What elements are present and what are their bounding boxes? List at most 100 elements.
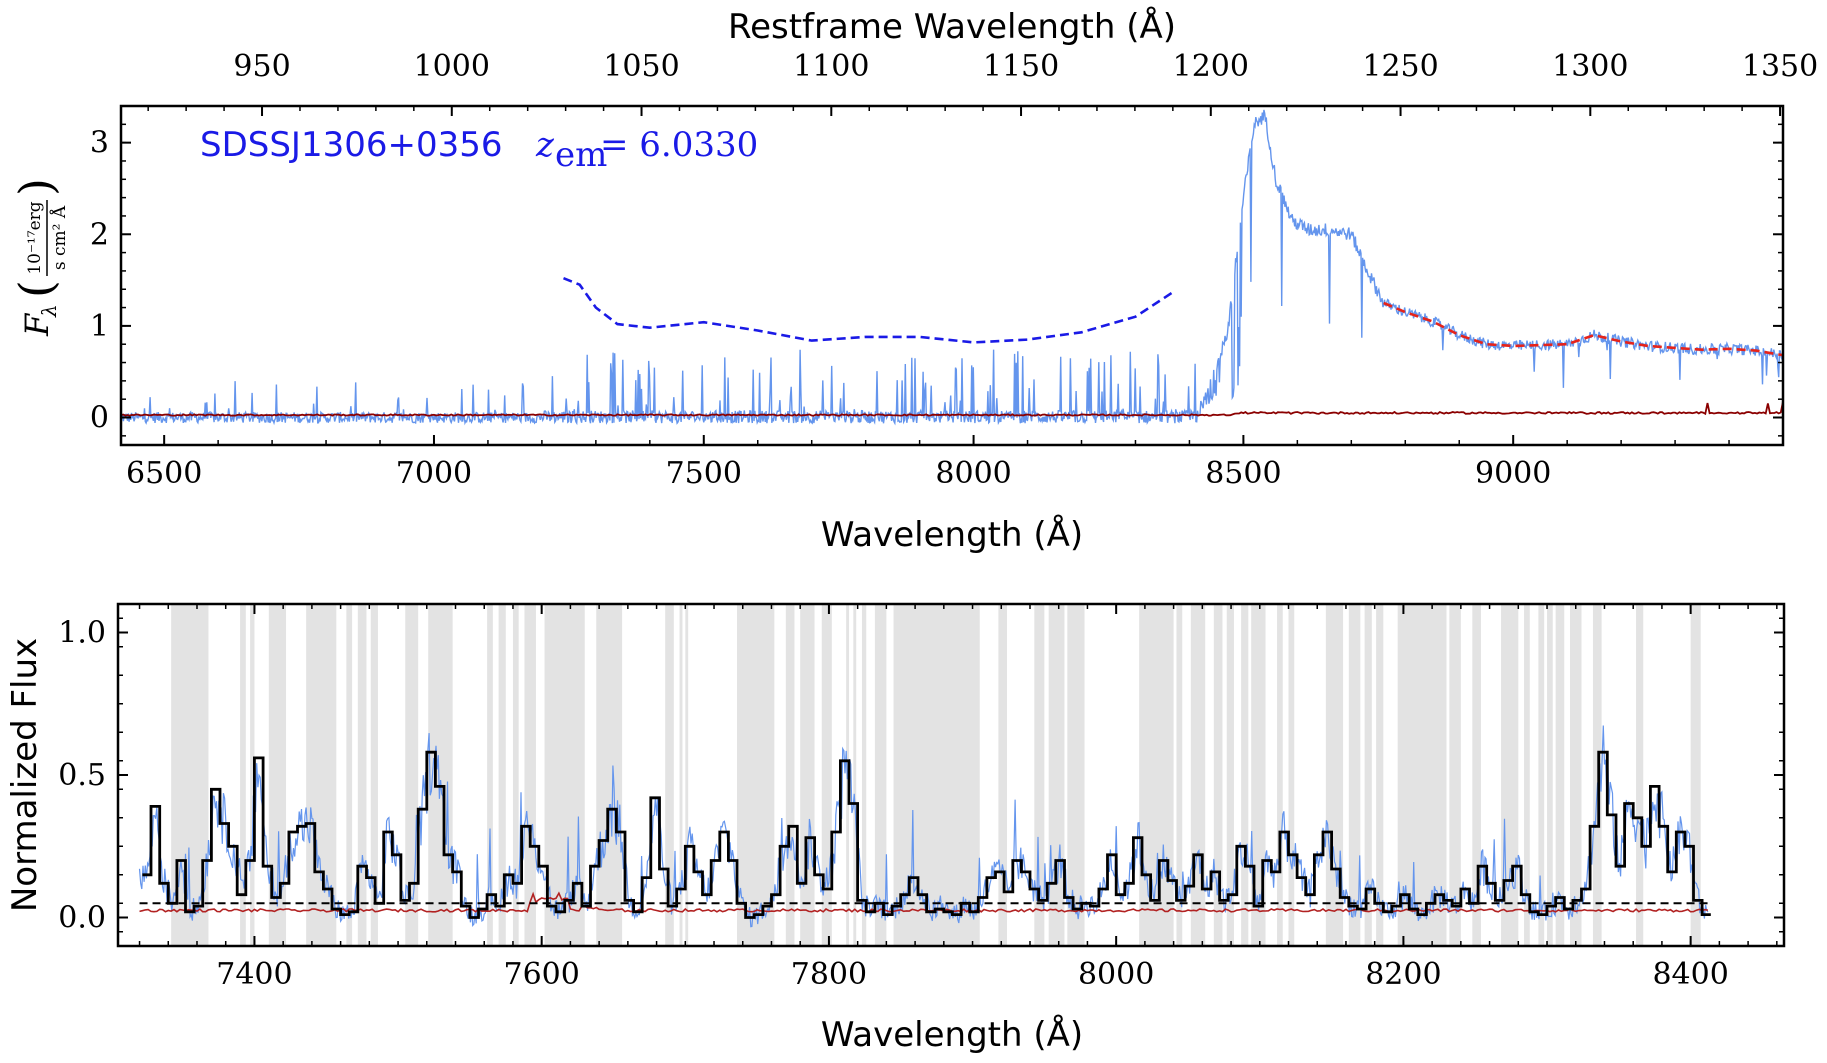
masked-region <box>861 604 867 946</box>
restframe-tick-label: 1350 <box>1742 49 1818 84</box>
binned-flux-step <box>142 750 1711 919</box>
masked-region <box>370 604 378 946</box>
top-x-tick-label: 6500 <box>126 456 202 491</box>
left-paren: ( <box>9 280 63 298</box>
top-x-tick-label: 7500 <box>666 456 742 491</box>
masked-region <box>512 604 519 946</box>
masked-region <box>1472 604 1481 946</box>
masked-region <box>405 604 419 946</box>
masked-region <box>1288 604 1295 946</box>
top-plot-area <box>121 109 1783 426</box>
top-y-tick-label: 2 <box>90 217 109 252</box>
bottom-x-tick-label: 7600 <box>504 957 580 992</box>
redshift-symbol: z <box>535 125 555 165</box>
restframe-tick-label: 1300 <box>1552 49 1628 84</box>
flux-symbol: F <box>18 312 56 337</box>
top-x-tick-label: 7000 <box>396 456 472 491</box>
top-y-axis-label: F λ ( 10⁻¹⁷erg s cm² Å ) <box>9 178 70 337</box>
masked-region <box>737 604 775 946</box>
unit-numerator: 10⁻¹⁷erg <box>25 201 45 274</box>
bottom-x-tick-label: 8400 <box>1652 957 1728 992</box>
masked-region <box>1538 604 1545 946</box>
masked-region <box>524 604 536 946</box>
object-name-annotation: SDSSJ1306+0356 <box>200 125 503 165</box>
masked-region <box>250 604 255 946</box>
masked-region <box>268 604 287 946</box>
bottom-x-axis-label: Wavelength (Å) <box>821 1014 1083 1055</box>
masked-region <box>1570 604 1582 946</box>
masked-region <box>1139 604 1174 946</box>
masked-region <box>1555 604 1565 946</box>
restframe-tick-label: 1250 <box>1362 49 1438 84</box>
masked-region <box>1241 604 1249 946</box>
bottom-x-tick-label: 7800 <box>791 957 867 992</box>
masked-region <box>685 604 689 946</box>
masked-region <box>1524 604 1530 946</box>
masked-region <box>874 604 887 946</box>
masked-region <box>1048 604 1065 946</box>
top-x-tick-label: 8500 <box>1205 456 1281 491</box>
continuum-prediction-blue-dashed <box>563 276 1174 344</box>
masked-region <box>679 604 683 946</box>
error-spectrum-line <box>121 401 1783 417</box>
unit-denominator: s cm² Å <box>49 205 70 270</box>
masked-region <box>1277 604 1283 946</box>
top-spectrum-panel: 6500 7000 7500 8000 8500 9000 0 1 2 3 950 1000 1050 1… <box>9 6 1818 555</box>
bottom-y-tick-label: 0.0 <box>58 901 106 936</box>
top-y-tick-label: 1 <box>90 309 109 344</box>
top-y-tick-label: 0 <box>90 401 109 436</box>
top-x-tick-label: 8000 <box>935 456 1011 491</box>
masked-region <box>853 604 857 946</box>
flux-subscript: λ <box>37 304 61 318</box>
restframe-tick-label: 1200 <box>1173 49 1249 84</box>
bottom-y-axis-label: Normalized Flux <box>5 638 45 912</box>
restframe-tick-label: 1050 <box>603 49 679 84</box>
masked-region <box>1348 604 1361 946</box>
redshift-subscript: em <box>555 135 607 175</box>
masked-region <box>1376 604 1384 946</box>
restframe-tick-label: 1000 <box>414 49 490 84</box>
masked-region <box>1636 604 1644 946</box>
bottom-plot-area <box>138 725 1711 928</box>
masked-region <box>785 604 795 946</box>
masked-region <box>665 604 674 946</box>
masked-regions <box>171 604 1701 946</box>
redshift-value: = 6.0330 <box>600 125 758 165</box>
masked-region <box>800 604 815 946</box>
masked-region <box>1226 604 1234 946</box>
top-axes: 6500 7000 7500 8000 8500 9000 0 1 2 3 950 1000 1050 1… <box>90 49 1818 491</box>
restframe-tick-label: 1100 <box>793 49 869 84</box>
bottom-axes-frame <box>116 602 1786 948</box>
masked-region <box>1364 604 1372 946</box>
masked-region <box>1190 604 1206 946</box>
restframe-tick-label: 950 <box>233 49 290 84</box>
masked-region <box>1547 604 1553 946</box>
masked-region <box>487 604 493 946</box>
masked-region <box>1176 604 1183 946</box>
top-secondary-axis-label: Restframe Wavelength (Å) <box>728 6 1176 47</box>
masked-region <box>596 604 623 946</box>
masked-region <box>1449 604 1461 946</box>
right-paren: ) <box>9 178 63 196</box>
masked-region <box>1034 604 1045 946</box>
bottom-axes: 7400 7600 7800 8000 8200 8400 0.0 0.5 1.0 <box>58 604 1784 992</box>
masked-region <box>1690 604 1701 946</box>
masked-region <box>1213 604 1223 946</box>
masked-region <box>498 604 506 946</box>
restframe-tick-label: 1150 <box>983 49 1059 84</box>
masked-region <box>240 604 246 946</box>
masked-region <box>428 604 453 946</box>
observed-spectrum-line <box>121 109 1783 426</box>
masked-region <box>1592 604 1602 946</box>
continuum-fit-red-dashed <box>1383 301 1783 357</box>
top-y-tick-label: 3 <box>90 126 109 161</box>
bottom-y-tick-label: 1.0 <box>58 616 106 651</box>
bottom-normalized-panel: 7400 7600 7800 8000 8200 8400 0.0 0.5 1.0 Wavele… <box>5 602 1786 1055</box>
masked-region <box>544 604 585 946</box>
masked-region <box>998 604 1008 946</box>
masked-region <box>357 604 367 946</box>
top-x-tick-label: 9000 <box>1475 456 1551 491</box>
top-axes-frame <box>119 104 1785 447</box>
masked-region <box>1325 604 1344 946</box>
bottom-y-tick-label: 0.5 <box>58 758 106 793</box>
